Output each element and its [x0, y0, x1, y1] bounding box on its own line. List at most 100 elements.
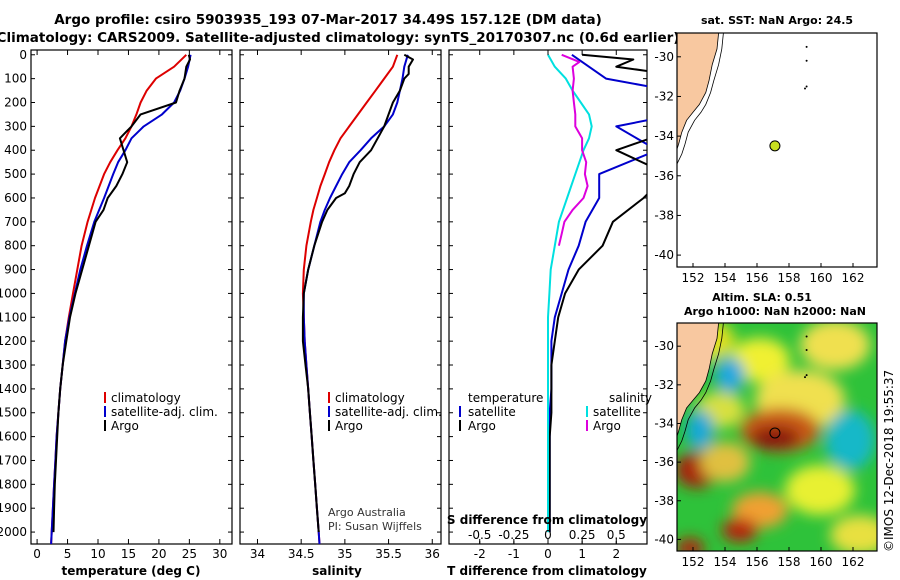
salinity-panel-frame	[239, 49, 442, 545]
depth-tick-label: 1700	[0, 453, 27, 467]
island	[804, 376, 806, 379]
x-tick-label: 34.5	[288, 547, 315, 561]
temperature-panel: 0 5 10 15 20 25 30 temperature (deg C) climato…	[33, 50, 227, 578]
lat-tick-label: -40	[654, 532, 674, 546]
island	[805, 59, 808, 62]
x-tick-label: -1	[508, 547, 520, 561]
difference-series-satellite-salinity	[547, 54, 593, 533]
lon-tick-label: 158	[778, 271, 801, 285]
x-tick-label: 0	[544, 547, 552, 561]
depth-tick-label: 2000	[0, 525, 27, 539]
legend-satellite: satellite-adj. clim.	[111, 405, 218, 419]
island	[805, 45, 808, 48]
legend-satellite: satellite-adj. clim.	[335, 405, 442, 419]
lon-tick-label: 154	[714, 271, 737, 285]
temperature-legend: climatology satellite-adj. clim. Argo	[104, 391, 218, 433]
lat-tick-label: -32	[654, 89, 674, 103]
shelf-contour	[677, 323, 724, 452]
legend-group-salinity: salinity	[609, 391, 652, 405]
x-tick-label: 36	[425, 547, 440, 561]
sla-map-title: Altim. SLA: 0.51	[712, 291, 812, 304]
island	[805, 85, 808, 88]
depth-tick-label: 1800	[0, 477, 27, 491]
depth-tick-label: 200	[4, 96, 27, 110]
depth-tick-label: 800	[4, 239, 27, 253]
difference-series-argo-temperature	[548, 53, 647, 533]
x-tick-label: 10	[90, 547, 105, 561]
s-tick-label: -0.25	[498, 528, 529, 542]
legend-s-satellite-swatch	[586, 406, 588, 417]
profile-location-marker	[769, 140, 781, 152]
lon-tick-label: 162	[842, 271, 865, 285]
island	[804, 87, 806, 90]
depth-tick-label: 1600	[0, 430, 27, 444]
x-tick-label: 1	[578, 547, 586, 561]
sla-map: Altim. SLA: 0.51 Argo h1000: NaN h2000: …	[654, 291, 878, 569]
x-tick-label: 35	[337, 547, 352, 561]
temperature-series-climatology	[50, 54, 187, 544]
legend-t-argo-swatch	[459, 420, 461, 431]
lon-tick-label: 156	[746, 271, 769, 285]
s-tick-label: 0.5	[607, 528, 626, 542]
s-tick-label: 0.25	[569, 528, 596, 542]
land-shape	[677, 33, 720, 151]
sla-map-title2: Argo h1000: NaN h2000: NaN	[684, 305, 866, 318]
copyright-timestamp: ©IMOS 12-Dec-2018 19:55:37	[882, 370, 896, 552]
legend-climatology: climatology	[111, 391, 181, 405]
x-tick-label: 20	[151, 547, 166, 561]
legend-argo: Argo	[111, 419, 139, 433]
island	[805, 349, 808, 352]
depth-tick-label: 0	[19, 48, 27, 62]
lat-tick-label: -34	[654, 129, 674, 143]
depth-tick-label: 700	[4, 215, 27, 229]
x-tick-label: 15	[121, 547, 136, 561]
depth-tick-label: 900	[4, 263, 27, 277]
x-tick-label: 30	[212, 547, 227, 561]
depth-tick-label: 600	[4, 191, 27, 205]
legend-s-satellite: satellite	[593, 405, 641, 419]
depth-tick-label: 1500	[0, 406, 27, 420]
x-tick-label: 34	[250, 547, 265, 561]
legend-t-satellite: satellite	[468, 405, 516, 419]
lat-tick-label: -32	[654, 378, 674, 392]
legend-argo: Argo	[335, 419, 363, 433]
temperature-series-argo	[52, 54, 191, 533]
profile-location-marker	[769, 427, 781, 439]
salinity-legend: climatology satellite-adj. clim. Argo	[328, 391, 442, 433]
depth-axis: 0 100 200 300 400 500 600 700 800 900 1000 1100 1200…	[0, 48, 647, 539]
depth-tick-label: 300	[4, 119, 27, 133]
depth-tick-label: 1300	[0, 358, 27, 372]
lon-tick-label: 162	[842, 555, 865, 569]
t-difference-xlabel: T difference from climatology	[447, 564, 647, 578]
x-tick-label: 5	[64, 547, 72, 561]
lon-tick-label: 160	[810, 555, 833, 569]
lat-tick-label: -40	[654, 248, 674, 262]
land-shape	[677, 323, 720, 438]
difference-legend: temperature salinity satellite Argo sate…	[459, 391, 652, 433]
depth-tick-label: 100	[4, 72, 27, 86]
legend-s-argo-swatch	[586, 420, 588, 431]
sst-map: sat. SST: NaN Argo: 24.5 152 154 156 158 160…	[654, 14, 878, 285]
salinity-series-satellite-adj-clim-	[302, 54, 409, 544]
legend-group-temperature: temperature	[468, 391, 543, 405]
depth-tick-label: 1100	[0, 310, 27, 324]
lon-tick-label: 156	[746, 555, 769, 569]
depth-tick-label: 400	[4, 143, 27, 157]
lat-tick-label: -30	[654, 339, 674, 353]
lat-tick-label: -36	[654, 455, 674, 469]
x-tick-label: 0	[33, 547, 41, 561]
x-tick-label: 35.5	[375, 547, 402, 561]
x-tick-label: 2	[612, 547, 620, 561]
salinity-series-argo	[301, 53, 414, 533]
difference-series-argo-salinity	[557, 53, 589, 246]
legend-t-argo: Argo	[468, 419, 496, 433]
sst-map-title: sat. SST: NaN Argo: 24.5	[701, 14, 853, 27]
sst-map-frame	[676, 32, 878, 268]
legend-s-argo: Argo	[593, 419, 621, 433]
legend-t-satellite-swatch	[459, 406, 461, 417]
lat-tick-label: -30	[654, 50, 674, 64]
lon-tick-label: 158	[778, 555, 801, 569]
depth-tick-label: 1900	[0, 501, 27, 515]
x-tick-label: 25	[182, 547, 197, 561]
